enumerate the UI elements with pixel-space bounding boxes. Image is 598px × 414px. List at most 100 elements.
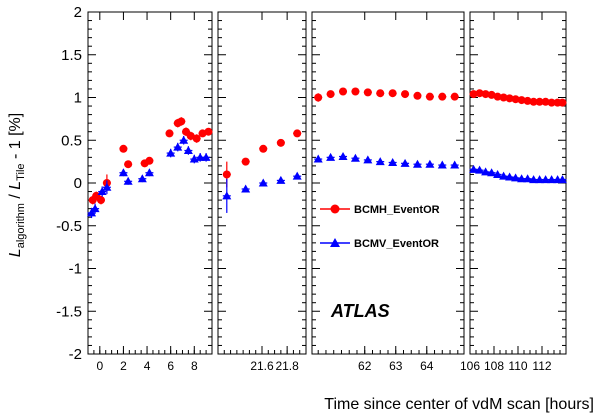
data-point bbox=[529, 175, 539, 184]
data-point bbox=[222, 170, 231, 179]
data-point bbox=[123, 176, 133, 185]
atlas-label: ATLAS bbox=[330, 301, 390, 321]
x-tick-label: 2 bbox=[120, 359, 127, 373]
x-tick-label: 21.8 bbox=[275, 359, 299, 373]
data-point bbox=[165, 129, 174, 138]
data-point bbox=[292, 171, 302, 180]
series-bcmv bbox=[469, 164, 567, 184]
x-axis-title: Time since center of vdM scan [hours] bbox=[324, 396, 594, 413]
data-point bbox=[376, 89, 385, 98]
data-point bbox=[401, 90, 410, 99]
y-axis-title-tail: - 1 [%] bbox=[7, 113, 24, 164]
legend-entry-bcmh: BCMH_EventOR bbox=[320, 204, 440, 216]
panel-3: 62 63 64 bbox=[311, 11, 465, 373]
y-tick-label: 1 bbox=[74, 90, 82, 107]
data-point bbox=[505, 172, 515, 181]
data-point bbox=[388, 157, 398, 166]
y-tick-label: 0 bbox=[74, 175, 82, 192]
data-point bbox=[535, 97, 544, 106]
series-bcmv bbox=[313, 151, 460, 169]
data-point bbox=[493, 92, 502, 101]
data-point bbox=[166, 148, 176, 157]
x-tick-label: 108 bbox=[484, 359, 504, 373]
data-point bbox=[375, 157, 385, 166]
data-point bbox=[400, 158, 410, 167]
x-tick-label: 6 bbox=[167, 359, 174, 373]
data-point bbox=[505, 94, 514, 103]
data-point bbox=[437, 160, 447, 169]
x-tick-label: 110 bbox=[508, 359, 527, 373]
data-point bbox=[469, 90, 478, 99]
data-point bbox=[326, 90, 335, 99]
data-point bbox=[259, 144, 268, 153]
chart-panels: 0 2 4 6 8 21.6 21.8 62 63 64 106 108 110 112 bbox=[87, 11, 567, 373]
y-axis-title-mid: / bbox=[7, 190, 24, 203]
data-point bbox=[183, 146, 193, 155]
data-point bbox=[179, 135, 189, 144]
data-point bbox=[293, 129, 302, 138]
data-point bbox=[529, 97, 538, 106]
data-point bbox=[314, 93, 323, 102]
data-point bbox=[557, 175, 567, 184]
data-point bbox=[523, 96, 532, 105]
data-point bbox=[547, 98, 556, 107]
data-point bbox=[90, 204, 100, 213]
data-point bbox=[102, 182, 112, 191]
data-point bbox=[450, 160, 460, 169]
y-axis-title: Lalgorithm / LTile - 1 [%] bbox=[7, 113, 27, 257]
data-point bbox=[541, 175, 551, 184]
y-axis-title-base-2: L bbox=[7, 181, 24, 190]
data-point bbox=[350, 153, 360, 162]
data-point bbox=[201, 152, 211, 161]
series-bcmv bbox=[222, 171, 302, 213]
data-point bbox=[481, 167, 491, 176]
data-point bbox=[96, 196, 105, 205]
data-point bbox=[517, 96, 526, 105]
legend-marker-bcmh bbox=[330, 204, 340, 214]
data-point bbox=[388, 89, 397, 98]
y-tick-label: -2 bbox=[69, 346, 82, 363]
data-point bbox=[499, 93, 508, 102]
data-point bbox=[192, 134, 201, 143]
data-point bbox=[258, 178, 268, 187]
y-tick-label: 1.5 bbox=[61, 47, 82, 64]
data-point bbox=[338, 151, 348, 160]
data-point bbox=[145, 156, 154, 165]
series-bcmh bbox=[314, 87, 459, 102]
data-point bbox=[425, 92, 434, 101]
x-tick-label: 62 bbox=[358, 359, 372, 373]
x-tick-label: 8 bbox=[191, 359, 198, 373]
data-point bbox=[351, 87, 360, 96]
data-point bbox=[241, 157, 250, 166]
data-point bbox=[413, 91, 422, 100]
series-bcmh bbox=[469, 89, 567, 107]
data-point bbox=[523, 174, 533, 183]
data-point bbox=[276, 138, 285, 147]
data-point bbox=[313, 154, 323, 163]
x-tick-label: 0 bbox=[96, 359, 103, 373]
data-point bbox=[412, 159, 422, 168]
data-point bbox=[137, 174, 147, 183]
series-bcmh bbox=[222, 129, 302, 188]
y-axis-title-sub1: algorithm bbox=[15, 203, 27, 248]
data-point bbox=[438, 92, 447, 101]
data-point bbox=[326, 152, 336, 161]
data-point bbox=[363, 88, 372, 97]
legend-entry-bcmv: BCMV_EventOR bbox=[320, 238, 439, 250]
y-tick-label: -1.5 bbox=[56, 303, 82, 320]
legend-label-bcmh: BCMH_EventOR bbox=[354, 204, 440, 216]
series-bcmv bbox=[87, 135, 211, 219]
data-point bbox=[475, 89, 484, 98]
legend: BCMH_EventOR BCMV_EventOR bbox=[320, 204, 440, 250]
data-point bbox=[276, 175, 286, 184]
data-point bbox=[469, 164, 479, 173]
legend-marker-bcmv bbox=[330, 238, 340, 247]
data-point bbox=[87, 208, 97, 217]
x-tick-label: 21.6 bbox=[250, 359, 274, 373]
y-axis-title-sub2: Tile bbox=[15, 163, 27, 180]
data-point bbox=[195, 152, 205, 161]
x-tick-label: 63 bbox=[389, 359, 403, 373]
y-axis-title-base: L bbox=[7, 248, 24, 257]
data-point bbox=[541, 97, 550, 106]
x-tick-label: 4 bbox=[144, 359, 151, 373]
